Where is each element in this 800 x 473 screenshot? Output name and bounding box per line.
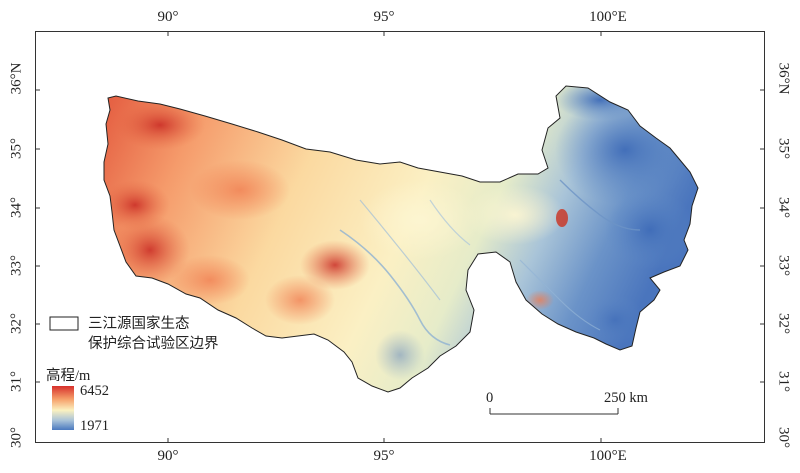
lat-label-left-30: 30° bbox=[8, 427, 25, 448]
scale-bar-line bbox=[489, 408, 619, 415]
elevation-legend-min: 1971 bbox=[80, 418, 109, 434]
boundary-legend: 三江源国家生态 保护综合试验区边界 bbox=[88, 314, 219, 354]
lon-label-top-90: 90° bbox=[157, 9, 179, 25]
elevation-legend-title: 高程/m bbox=[46, 368, 91, 384]
lat-label-left-35: 35° bbox=[8, 138, 25, 159]
lat-label-left-31: 31° bbox=[8, 371, 25, 392]
boundary-legend-swatch bbox=[49, 316, 79, 331]
elevation-legend-max: 6452 bbox=[80, 383, 109, 399]
lon-label-bottom-100: 100°E bbox=[589, 448, 627, 464]
lat-label-right-34: 34° bbox=[775, 197, 792, 218]
lat-label-right-33: 33° bbox=[775, 255, 792, 276]
lat-label-right-30: 30° bbox=[775, 427, 792, 448]
lat-label-left-36: 36°N bbox=[8, 62, 25, 95]
lon-label-top-100: 100°E bbox=[589, 9, 627, 25]
lat-label-right-32: 32° bbox=[775, 313, 792, 334]
boundary-legend-line2: 保护综合试验区边界 bbox=[88, 336, 219, 352]
lat-label-right-35: 35° bbox=[775, 138, 792, 159]
elevation-colorbar bbox=[52, 386, 74, 430]
lon-label-bottom-95: 95° bbox=[373, 448, 395, 464]
lat-label-left-34: 34° bbox=[8, 197, 25, 218]
lat-label-left-32: 32° bbox=[8, 313, 25, 334]
lon-label-top-95: 95° bbox=[373, 9, 395, 25]
scale-bar-end-label: 250 km bbox=[604, 390, 648, 406]
lat-label-right-36: 36°N bbox=[775, 62, 792, 95]
lon-label-bottom-90: 90° bbox=[157, 448, 179, 464]
lat-label-left-33: 33° bbox=[8, 255, 25, 276]
boundary-legend-line1: 三江源国家生态 bbox=[88, 316, 190, 332]
lat-label-right-31: 31° bbox=[775, 371, 792, 392]
scale-bar-start-label: 0 bbox=[486, 390, 494, 406]
